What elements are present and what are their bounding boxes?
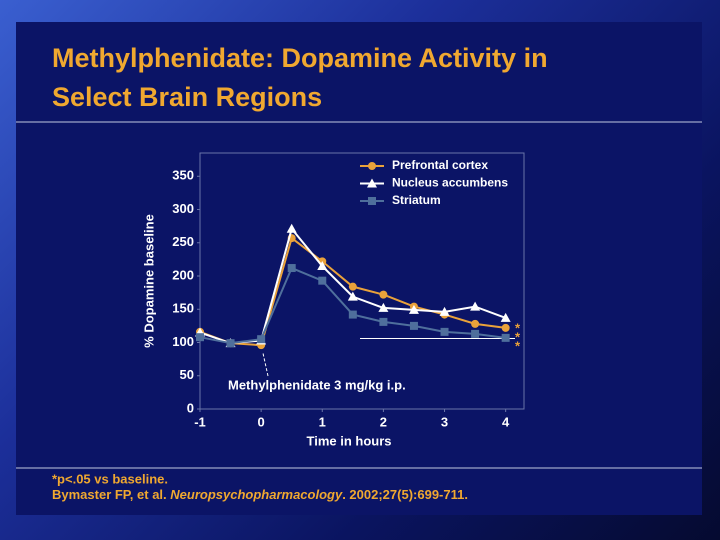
- data-point: [348, 310, 357, 319]
- data-point: [471, 329, 480, 338]
- data-point: [408, 304, 419, 314]
- title-line: Select Brain Regions: [52, 82, 322, 112]
- x-tick-label: -1: [194, 414, 206, 429]
- slide-panel: [16, 22, 702, 515]
- data-point: [286, 223, 297, 233]
- data-point: [501, 323, 510, 332]
- legend-label: Striatum: [392, 193, 441, 207]
- data-point: [379, 317, 388, 326]
- x-tick-label: 1: [319, 414, 326, 429]
- data-point: [257, 335, 266, 344]
- x-tick-label: 0: [258, 414, 265, 429]
- citation-part: Bymaster FP, et al.: [52, 487, 170, 502]
- data-point: [317, 261, 328, 271]
- x-tick-label: 3: [441, 414, 448, 429]
- y-axis-label: % Dopamine baseline: [141, 214, 156, 348]
- x-axis-label: Time in hours: [307, 433, 392, 448]
- legend-marker: [368, 162, 376, 170]
- data-point: [470, 301, 481, 311]
- data-point: [409, 321, 418, 330]
- x-tick-label: 2: [380, 414, 387, 429]
- y-tick-label: 250: [172, 234, 194, 249]
- significance-mark: *: [515, 338, 521, 353]
- citation-part: . 2002;27(5):699-711.: [342, 487, 468, 502]
- citation-journal: Neuropsychopharmacology: [170, 487, 343, 502]
- x-tick-label: 4: [502, 414, 510, 429]
- data-point: [226, 339, 235, 348]
- y-tick-label: 300: [172, 201, 194, 216]
- annotation: Methylphenidate 3 mg/kg i.p.: [228, 377, 406, 392]
- significance-mark: *: [515, 320, 521, 335]
- plot-frame: [199, 152, 525, 410]
- data-point: [500, 312, 511, 322]
- series-line: [199, 266, 506, 345]
- data-point: [471, 319, 480, 328]
- y-tick-label: 0: [187, 400, 194, 415]
- data-point: [196, 333, 204, 342]
- significance-mark: *: [515, 329, 521, 344]
- y-tick-label: 50: [180, 367, 194, 382]
- data-point: [287, 264, 296, 273]
- y-tick-label: 200: [172, 267, 194, 282]
- data-point: [379, 290, 388, 299]
- data-point: [501, 333, 510, 342]
- data-point: [439, 306, 450, 316]
- data-point: [440, 327, 449, 336]
- data-point: [318, 276, 327, 285]
- title-line: Methylphenidate: Dopamine Activity in: [52, 43, 548, 73]
- y-tick-label: 150: [172, 301, 194, 316]
- y-tick-label: 350: [172, 168, 194, 183]
- data-point: [347, 291, 358, 301]
- footnote: *p<.05 vs baseline.: [52, 471, 168, 486]
- legend-label: Nucleus accumbens: [392, 176, 508, 190]
- citation: Bymaster FP, et al. Neuropsychopharmacol…: [52, 487, 468, 502]
- data-point: [348, 282, 357, 291]
- legend-label: Prefrontal cortex: [392, 158, 488, 172]
- data-point: [378, 302, 389, 312]
- annotation-arrow: [262, 353, 269, 377]
- legend-marker: [367, 178, 377, 188]
- y-tick-label: 100: [172, 334, 194, 349]
- legend-marker: [368, 197, 376, 205]
